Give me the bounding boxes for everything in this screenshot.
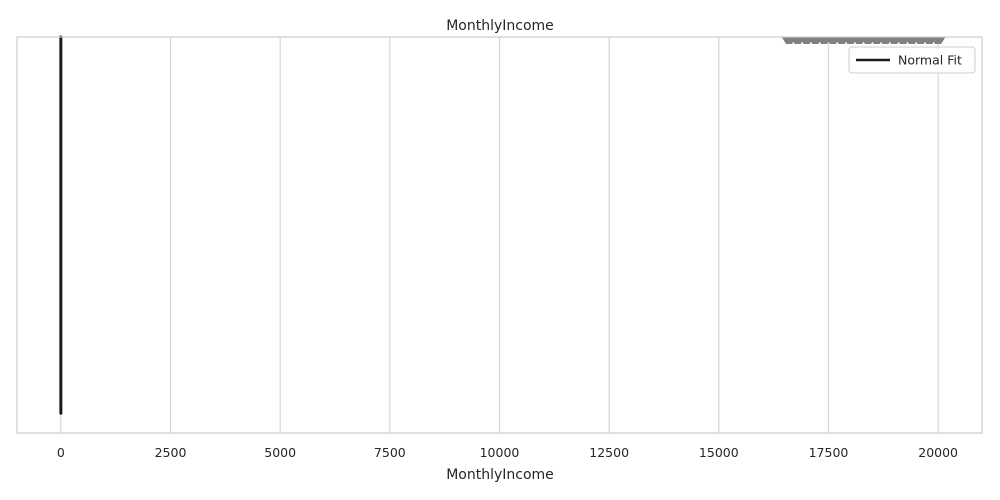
legend: Normal Fit — [848, 46, 976, 74]
x-tick-label: 15000 — [699, 445, 739, 460]
x-tick-label: 12500 — [589, 445, 629, 460]
x-tick-label: 20000 — [918, 445, 958, 460]
x-tick-label: 0 — [57, 445, 65, 460]
legend-label: Normal Fit — [898, 53, 962, 68]
x-tick-label: 2500 — [155, 445, 187, 460]
x-tick-label: 7500 — [374, 445, 406, 460]
x-tick-label: 17500 — [809, 445, 849, 460]
x-axis-label: MonthlyIncome — [446, 467, 554, 483]
plot-frame — [16, 36, 983, 434]
x-tick-labels: 0 2500 5000 7500 10000 12500 15000 17500 20000 — [57, 445, 958, 460]
x-tick-label: 5000 — [264, 445, 296, 460]
violin-marks — [782, 37, 946, 44]
legend-box — [848, 46, 976, 74]
chart-title: MonthlyIncome — [446, 18, 554, 34]
x-tick-label: 10000 — [480, 445, 520, 460]
violin-mark — [931, 37, 946, 44]
